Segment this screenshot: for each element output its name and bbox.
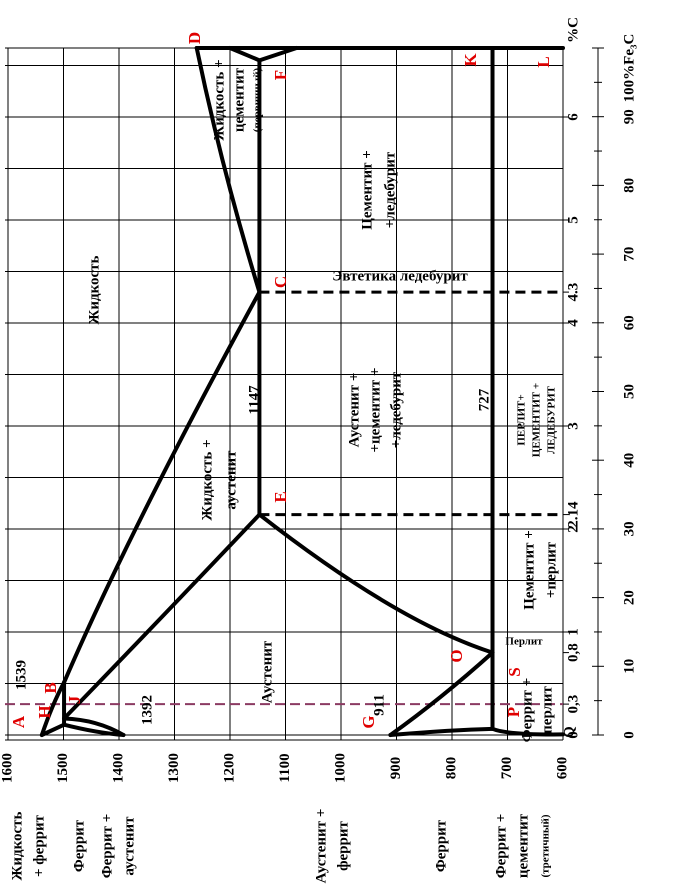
region-label: ЦЕМЕНТИТ + — [531, 383, 543, 457]
carbon-tick-label: 1 — [565, 628, 581, 636]
temperature-annotation: 1539 — [13, 660, 29, 690]
point-label: Q — [561, 726, 577, 738]
point-label: O — [447, 649, 466, 662]
region-label: Цементит + — [521, 530, 537, 610]
region-label: +цементит + — [367, 367, 383, 452]
phase-legend-label: Феррит + — [99, 814, 115, 879]
fe3c-tick-label: 40 — [621, 453, 637, 468]
phase-legend-label: Феррит — [433, 819, 449, 872]
phase-legend-label: цементит — [515, 813, 531, 878]
phase-line — [39, 722, 67, 737]
carbon-tick-label: 2 — [565, 525, 581, 533]
fe3c-tick-label: 10 — [621, 659, 637, 674]
carbon-tick-label: 2.14 — [565, 501, 581, 528]
carbon-tick-label: 0,3 — [565, 695, 581, 714]
phase-line — [228, 45, 299, 63]
phase-legend-label: феррит — [335, 821, 351, 871]
temperature-tick-label: 1600 — [0, 753, 15, 783]
region-label: +перлит — [543, 541, 559, 598]
point-label: E — [271, 491, 290, 502]
phase-legend-label: Аустенит + — [313, 809, 329, 884]
region-label: Аустенит + — [346, 373, 362, 448]
carbon-tick-label: 4.3 — [565, 283, 581, 302]
region-label: Цементит + — [359, 150, 375, 230]
fe3c-tick-label: 60 — [621, 315, 637, 330]
phase-legend-label: Феррит — [71, 819, 87, 872]
point-label: A — [9, 715, 28, 728]
temperature-tick-label: 700 — [499, 757, 515, 780]
temperature-tick-label: 1400 — [110, 753, 126, 783]
region-label: Перлит — [505, 636, 543, 648]
point-label: K — [461, 53, 480, 67]
region-label: Эвтетика ледебурит — [332, 268, 468, 284]
region-label: Жидкость — [86, 255, 102, 324]
temperature-tick-label: 1000 — [332, 753, 348, 783]
temperature-annotation: 1147 — [246, 385, 262, 415]
point-label: P — [504, 707, 523, 717]
region-label: Жидкость + — [211, 59, 227, 140]
fe3c-tick-label: 70 — [621, 247, 637, 262]
point-label: S — [505, 667, 524, 676]
carbon-tick-label: 0 — [565, 731, 581, 739]
temperature-annotation: 911 — [371, 694, 387, 716]
temperature-tick-label: 800 — [443, 757, 459, 780]
phase-line — [388, 726, 495, 737]
region-label: перлит — [539, 686, 555, 734]
fe3c-tick-label: 30 — [621, 521, 637, 536]
fe3c-tick-label: 100%Fe₃C — [621, 34, 637, 103]
phase-legend-label: Жидкость — [9, 811, 25, 880]
region-label: +ледебурит — [382, 151, 398, 228]
carbon-tick-label: 3 — [565, 422, 581, 430]
point-label: D — [185, 32, 204, 44]
phase-line — [194, 45, 262, 295]
region-label: +ледебурит — [388, 371, 404, 448]
region-label: цементит — [231, 67, 247, 132]
fe3c-tick-label: 20 — [621, 590, 637, 605]
region-label: (первичный) — [252, 67, 264, 132]
region-label: аустенит — [223, 450, 239, 510]
phase-legend-label: (третичный) — [540, 814, 552, 877]
phase-legend-label: + феррит — [31, 814, 47, 877]
phase-legend-label: аустенит — [121, 816, 137, 876]
region-label: ПЕРЛИТ+ — [516, 394, 528, 445]
region-label: Аустенит — [259, 640, 275, 703]
point-label: C — [271, 276, 290, 288]
carbon-tick-label: 4 — [565, 319, 581, 327]
temperature-tick-label: 900 — [388, 757, 404, 780]
temperature-annotation: 1392 — [139, 695, 155, 725]
carbon-axis-unit: %C — [565, 17, 581, 43]
fe3c-tick-label: 50 — [621, 384, 637, 399]
point-label: H — [35, 705, 54, 718]
temperature-tick-label: 600 — [554, 757, 570, 780]
phase-line — [388, 650, 495, 737]
carbon-tick-label: 5 — [565, 216, 581, 224]
phase-line — [62, 290, 262, 685]
region-label: Феррит + — [519, 678, 535, 743]
temperature-tick-label: 1100 — [277, 753, 293, 782]
point-label: G — [359, 715, 378, 728]
temperature-annotation: 727 — [476, 388, 492, 411]
temperature-tick-label: 1200 — [221, 753, 237, 783]
point-label: J — [65, 695, 84, 704]
fe3c-tick-label: 90 — [621, 109, 637, 124]
phase-line — [62, 512, 262, 721]
region-label: Жидкость + — [199, 439, 215, 520]
carbon-tick-label: 6 — [565, 113, 581, 121]
carbon-tick-label: 0,8 — [565, 643, 581, 662]
phase-line — [62, 716, 126, 737]
region-label: ЛЕДЕБУРИТ — [546, 385, 558, 454]
point-label: L — [534, 56, 553, 67]
phase-line — [257, 512, 495, 655]
point-label: F — [271, 70, 290, 80]
temperature-tick-label: 1300 — [166, 753, 182, 783]
fe3c-tick-label: 0 — [621, 731, 637, 739]
phase-line — [490, 726, 565, 737]
fe3c-tick-label: 80 — [621, 178, 637, 193]
phase-legend-label: Феррит + — [493, 814, 509, 879]
temperature-tick-label: 1500 — [55, 753, 71, 783]
point-label: B — [41, 682, 60, 693]
